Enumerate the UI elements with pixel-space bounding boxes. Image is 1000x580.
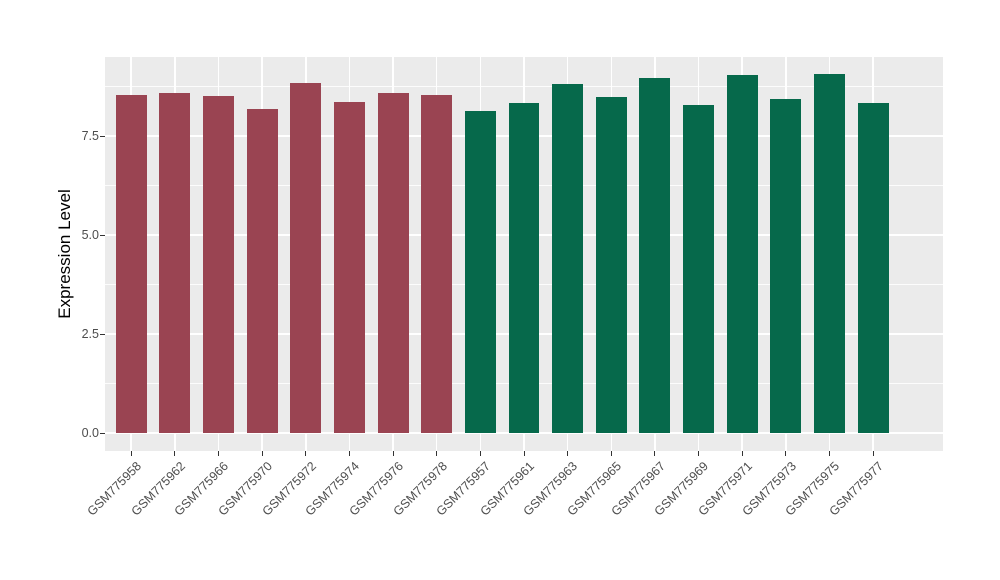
y-axis-tick-mark: [100, 432, 105, 434]
y-axis-tick-mark: [100, 234, 105, 236]
bar-GSM775965: [595, 97, 627, 434]
y-axis-tick-label: 0.0: [81, 426, 99, 441]
bar-GSM775967: [639, 78, 671, 434]
x-axis-tick-mark: [174, 451, 176, 456]
x-axis-tick-mark: [523, 451, 525, 456]
x-axis-tick-mark: [392, 451, 394, 456]
x-axis-tick-mark: [567, 451, 569, 456]
x-axis-tick-mark: [217, 451, 219, 456]
bar-GSM775975: [814, 74, 845, 434]
bar-GSM775963: [552, 84, 584, 434]
bar-GSM775972: [290, 83, 322, 434]
y-axis-tick-label: 5.0: [81, 228, 99, 243]
x-axis-tick-mark: [261, 451, 263, 456]
bar-GSM775973: [770, 98, 802, 434]
bar-GSM775966: [202, 95, 234, 434]
plot-panel: [105, 57, 943, 451]
x-axis-tick-mark: [305, 451, 307, 456]
bar-GSM775961: [508, 102, 540, 434]
x-axis-tick-mark: [829, 451, 831, 456]
x-axis-tick-mark: [479, 451, 481, 456]
bar-GSM775974: [333, 101, 365, 434]
y-axis-tick-label: 7.5: [81, 129, 99, 144]
y-axis-tick-mark: [100, 135, 105, 137]
y-axis-tick-mark: [100, 333, 105, 335]
bar-GSM775978: [421, 94, 453, 434]
bar-GSM775977: [857, 102, 889, 434]
x-axis-tick-mark: [436, 451, 438, 456]
bar-GSM775976: [377, 93, 409, 434]
x-axis-tick-mark: [741, 451, 743, 456]
x-axis-tick-mark: [348, 451, 350, 456]
y-axis-tick-label: 2.5: [81, 327, 99, 342]
x-axis-tick-mark: [785, 451, 787, 456]
bar-GSM775957: [464, 110, 496, 434]
y-axis-title: Expression Level: [55, 189, 74, 319]
x-axis-tick-mark: [130, 451, 132, 456]
x-axis-tick-mark: [654, 451, 656, 456]
x-axis-tick-mark: [610, 451, 612, 456]
x-axis-tick-mark: [872, 451, 874, 456]
bar-GSM775962: [159, 92, 191, 434]
bar-GSM775970: [246, 109, 278, 434]
bar-GSM775969: [683, 105, 715, 434]
bar-GSM775958: [115, 95, 147, 434]
bar-GSM775971: [726, 75, 758, 434]
x-axis-tick-mark: [698, 451, 700, 456]
